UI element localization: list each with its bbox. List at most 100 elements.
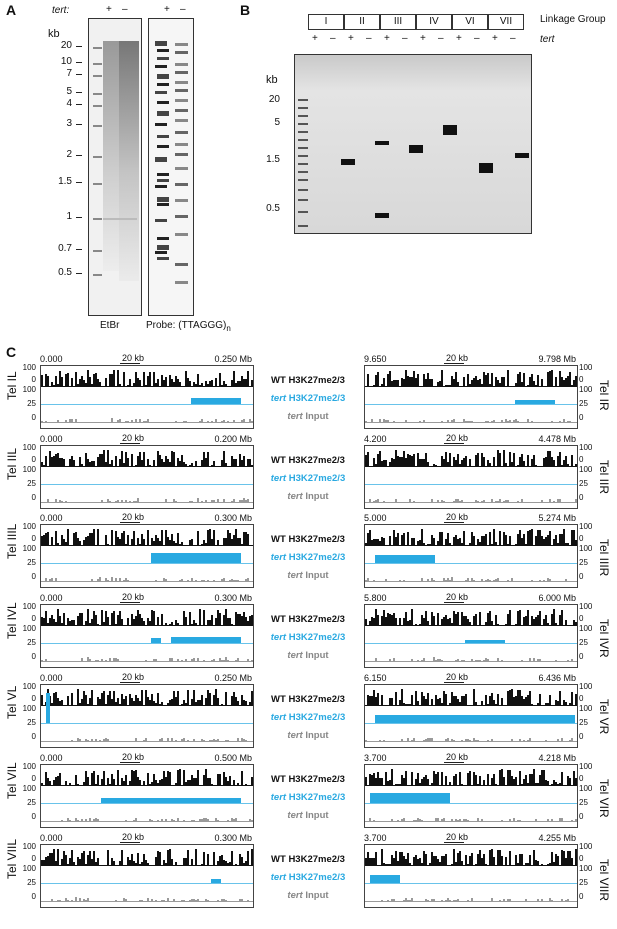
- wt-signal: [169, 849, 171, 865]
- wt-signal: [501, 698, 503, 705]
- wt-signal: [103, 691, 105, 705]
- wt-signal: [205, 543, 207, 545]
- wt-signal: [373, 773, 375, 785]
- wt-signal: [67, 618, 69, 625]
- wt-signal: [403, 618, 405, 625]
- mt-track-label-rest: H3K27me2/3: [286, 473, 346, 484]
- input-signal: [201, 819, 203, 821]
- input-signal: [205, 500, 207, 502]
- wt-signal: [445, 385, 447, 386]
- wt-signal: [385, 772, 387, 785]
- wt-signal: [559, 691, 561, 705]
- wt-signal: [43, 860, 45, 865]
- wt-signal: [105, 611, 107, 625]
- input-signal: [57, 900, 59, 901]
- wt-signal: [209, 381, 211, 386]
- wt-signal: [157, 783, 159, 785]
- wt-signal: [543, 770, 545, 785]
- wt-signal: [167, 703, 169, 705]
- input-signal: [121, 500, 123, 502]
- linkage-group-box: IV: [416, 14, 452, 30]
- wt-signal: [551, 784, 553, 785]
- mt-track-label: tert H3K27me2/3: [258, 473, 358, 484]
- wt-signal: [423, 374, 425, 386]
- wt-signal: [159, 852, 161, 865]
- wt-signal: [115, 456, 117, 466]
- input-signal: [395, 499, 397, 502]
- wt-signal: [91, 384, 93, 386]
- telomere-label: Tel IL: [5, 371, 19, 400]
- wt-signal: [401, 689, 403, 705]
- input-signal: [483, 660, 485, 661]
- input-signal: [517, 421, 519, 422]
- mt-baseline: [365, 563, 577, 564]
- wt-signal: [233, 692, 235, 705]
- wt-signal: [129, 860, 131, 865]
- input-signal: [509, 819, 511, 821]
- wt-signal: [195, 849, 197, 865]
- wt-signal: [409, 620, 411, 625]
- wt-signal: [91, 773, 93, 785]
- input-signal: [41, 421, 43, 422]
- wt-signal: [109, 374, 111, 386]
- tick-mark: [76, 74, 82, 75]
- wt-signal: [403, 703, 405, 705]
- wt-signal: [127, 618, 129, 625]
- wt-signal: [429, 544, 431, 545]
- input-signal: [171, 658, 173, 661]
- wt-signal: [175, 862, 177, 865]
- wt-signal: [235, 697, 237, 705]
- wt-signal: [63, 613, 65, 625]
- wt-signal: [147, 530, 149, 545]
- wt-signal: [505, 857, 507, 865]
- wt-signal: [251, 615, 253, 625]
- probe-band: [157, 145, 169, 148]
- wt-signal: [227, 618, 229, 625]
- signal-block: [191, 398, 241, 404]
- wt-signal: [527, 783, 529, 785]
- axis-label: 0: [579, 694, 584, 703]
- input-signal: [541, 500, 543, 502]
- wt-signal: [367, 533, 369, 545]
- input-signal: [367, 578, 369, 581]
- wt-signal: [93, 374, 95, 386]
- coord-end: 5.274 Mb: [538, 513, 576, 523]
- wt-signal: [531, 529, 533, 545]
- wt-signal: [399, 852, 401, 865]
- etbr-caption: EtBr: [100, 320, 120, 331]
- coord-end: 0.300 Mb: [214, 833, 252, 843]
- wt-signal: [519, 457, 521, 466]
- wt-signal: [209, 778, 211, 785]
- coord-end: 0.250 Mb: [214, 354, 252, 364]
- wt-signal: [173, 541, 175, 545]
- wt-signal: [501, 769, 503, 785]
- wt-signal: [111, 374, 113, 386]
- wt-signal: [481, 384, 483, 386]
- etbr-smear-plus: [103, 41, 123, 271]
- input-signal: [563, 419, 565, 422]
- probe-band: [175, 199, 188, 202]
- input-signal: [47, 499, 49, 502]
- input-signal: [233, 420, 235, 422]
- wt-signal: [499, 383, 501, 386]
- input-signal: [427, 579, 429, 581]
- input-signal: [453, 501, 455, 502]
- input-signal: [125, 421, 127, 422]
- wt-signal: [97, 379, 99, 386]
- input-signal: [389, 659, 391, 661]
- wt-signal: [185, 858, 187, 865]
- input-signal: [497, 578, 499, 581]
- wt-signal: [551, 457, 553, 466]
- input-signal: [511, 739, 513, 741]
- input-signal: [437, 818, 439, 821]
- input-signal: [469, 421, 471, 422]
- input-signal: [251, 820, 253, 821]
- wt-signal: [173, 691, 175, 705]
- input-signal: [111, 577, 113, 581]
- wt-signal: [547, 781, 549, 785]
- wt-signal: [217, 774, 219, 785]
- wt-signal: [417, 773, 419, 785]
- wt-baseline: [41, 466, 253, 467]
- lane-label: +: [456, 33, 462, 44]
- tick-label: 2: [66, 149, 72, 160]
